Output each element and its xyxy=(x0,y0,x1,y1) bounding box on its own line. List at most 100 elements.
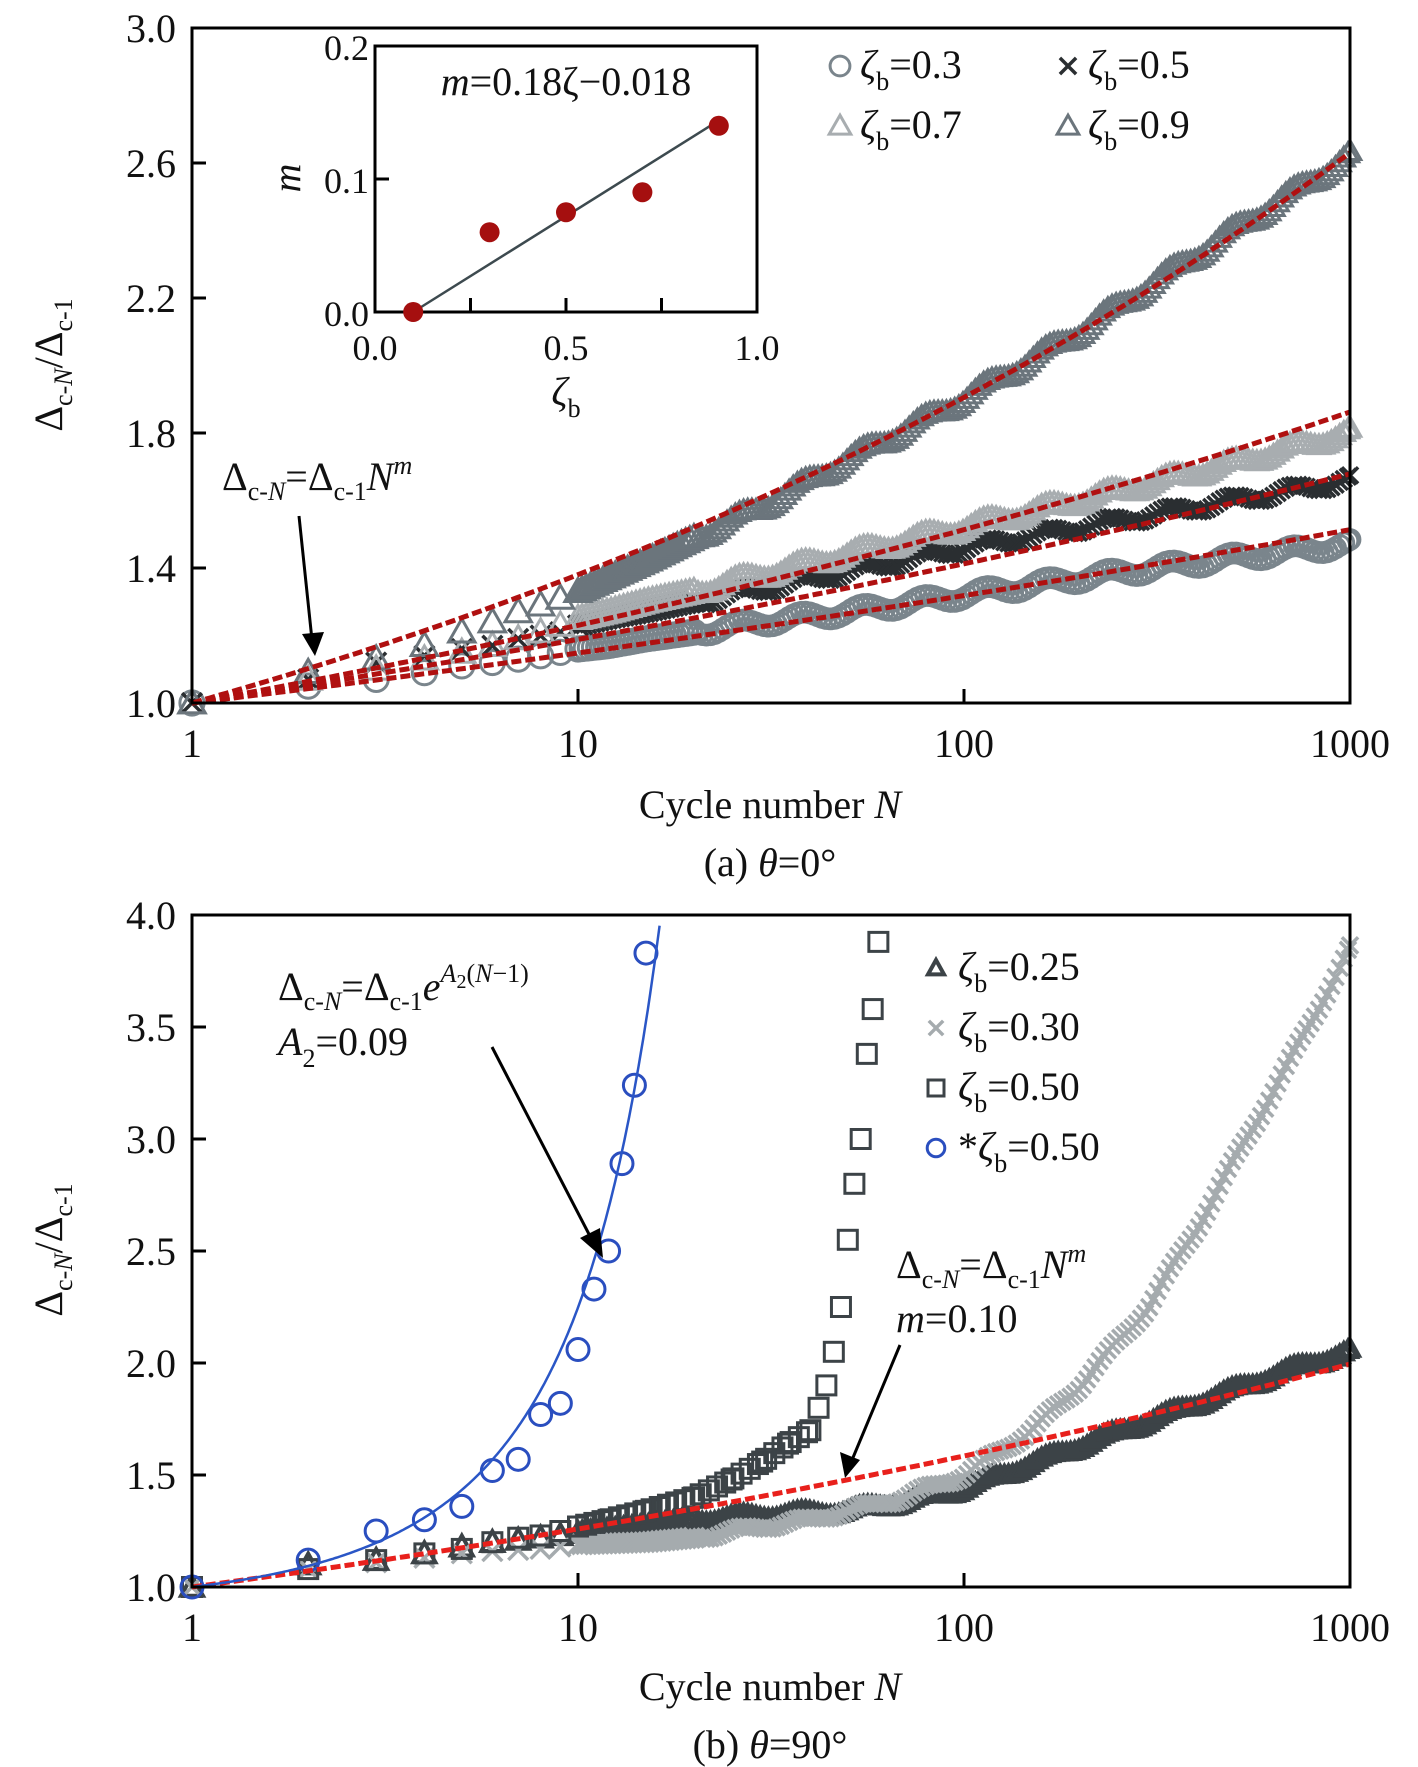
y-title-sub-c: c- xyxy=(49,386,78,406)
data-point xyxy=(1326,421,1354,446)
y-tick-label: 3.5 xyxy=(126,1005,176,1050)
bexp-sub-N: N xyxy=(323,987,343,1016)
fit-curve-1 xyxy=(191,925,661,1589)
ann-sub-c: c- xyxy=(248,477,268,506)
data-point xyxy=(705,515,733,540)
data-point-stroke-2 xyxy=(529,1537,552,1561)
data-point xyxy=(1326,967,1345,987)
x-tick-label: 1000 xyxy=(1310,721,1390,766)
panel-b-caption: (b) θ=90° xyxy=(693,1722,848,1767)
data-point-stroke-2 xyxy=(1230,486,1250,506)
data-point xyxy=(502,595,534,624)
bexp-sub-c1: c-1 xyxy=(390,987,423,1016)
data-point xyxy=(411,1507,437,1533)
data-point xyxy=(701,519,728,543)
legend-marker xyxy=(925,1137,947,1159)
y-tick-label: 1.4 xyxy=(126,546,176,591)
data-point xyxy=(528,1402,554,1428)
panel-b-data-marks xyxy=(177,930,1363,1600)
caption-a-prefix: (a) xyxy=(704,840,758,885)
data-point xyxy=(1206,451,1233,475)
data-point xyxy=(836,1228,859,1251)
legend-marker xyxy=(1054,112,1082,136)
y-tick-label: 2.5 xyxy=(126,1229,176,1274)
inset-data-point xyxy=(479,222,500,243)
annotation-A2: A2=0.09 xyxy=(275,1019,408,1073)
inset-y-tick-label: 0.2 xyxy=(324,28,369,68)
data-point xyxy=(861,998,884,1021)
legend-item-2: ζb=0.7 xyxy=(826,102,962,156)
bpow-sup-m: m xyxy=(1067,1239,1086,1268)
bexp-sub-c: c- xyxy=(304,987,324,1016)
data-point-stroke-2 xyxy=(1293,476,1312,495)
panel-b-ticks: 1.0 1.5 2.0 2.5 3.0 3.5 4.0 1 10 100 1000 xyxy=(126,893,1390,1650)
legend-label: ζb=0.5 xyxy=(1088,42,1190,96)
bexp-sup-A: A xyxy=(439,959,457,988)
panel-b-fit-curves xyxy=(191,925,1351,1590)
panel-a-fit-curves xyxy=(191,150,1352,706)
yb-title-sub-c1: c-1 xyxy=(49,1183,78,1216)
inset-data-point xyxy=(556,202,576,223)
bexp-sup-rest: −1) xyxy=(492,959,528,988)
data-point xyxy=(505,1446,531,1472)
data-point-stroke-2 xyxy=(986,530,1006,549)
annotation-arrow-head xyxy=(302,632,324,656)
caption-a-theta: θ xyxy=(758,840,778,885)
ann-delta: Δ xyxy=(222,454,248,499)
legend-marker xyxy=(926,1078,946,1098)
legend-label: ζb=0.30 xyxy=(958,1004,1080,1058)
bA2-sub2: 2 xyxy=(302,1044,315,1073)
legend-b-item-3: *ζb=0.50 xyxy=(925,1124,1100,1178)
data-point xyxy=(796,1421,819,1444)
caption-b-value: =90° xyxy=(769,1722,848,1767)
inset-x-sub-b: b xyxy=(568,394,581,423)
inset-x-tick-label: 0.5 xyxy=(544,328,589,368)
inset-marks xyxy=(403,115,729,322)
panel-a-legend: ζb=0.3 ζb=0.5 ζb=0.7 ζb=0.9 xyxy=(826,42,1190,156)
annotation-power-law-b: Δc-N=Δc-1Nm xyxy=(896,1239,1086,1294)
svg-text:Δc-N/Δc-1: Δc-N/Δc-1 xyxy=(26,298,78,431)
panel-b-legend: ζb=0.25 ζb=0.30 ζb=0.50 *ζb=0.50 xyxy=(924,944,1100,1178)
panel-a-plot-frame xyxy=(190,26,1352,705)
yb-title-delta-1: Δ xyxy=(26,1291,71,1317)
y-tick-label: 2.2 xyxy=(126,276,176,321)
caption-b-theta: θ xyxy=(749,1722,769,1767)
annotation-arrow-line xyxy=(297,515,314,641)
panel-a-caption: (a) θ=0° xyxy=(704,840,837,885)
legend-label: ζb=0.7 xyxy=(860,102,962,156)
data-point xyxy=(524,615,557,644)
legend-label: ζb=0.50 xyxy=(958,1064,1080,1118)
data-point-stroke-2 xyxy=(1326,967,1345,987)
data-point xyxy=(446,615,478,644)
data-point xyxy=(692,523,720,547)
series-3 xyxy=(179,940,659,1600)
fit-curve-2 xyxy=(191,409,1351,706)
panel-b-x-axis-title: Cycle number N xyxy=(639,1664,904,1709)
fit-curve-0 xyxy=(191,1361,1351,1590)
legend-marker xyxy=(924,955,948,977)
legend-marker xyxy=(1058,56,1078,76)
data-point xyxy=(807,1396,830,1419)
bA2-A: A xyxy=(275,1019,303,1064)
data-point xyxy=(507,1538,530,1562)
panel-b-y-axis-title: Δc-N/Δc-1 xyxy=(26,1183,78,1316)
annotation-power-law: Δc-N=Δc-1Nm xyxy=(222,451,412,506)
bpow-delta: Δ xyxy=(896,1242,922,1287)
panel-a-data-marks xyxy=(176,137,1364,717)
data-point xyxy=(867,930,890,953)
panel-b-plot-frame xyxy=(190,913,1352,1589)
data-point xyxy=(529,1537,552,1561)
inset-equation: m=0.18ζ−0.018 xyxy=(441,59,692,104)
ann-eq: = xyxy=(285,454,308,499)
bexp-delta-2: Δ xyxy=(364,964,390,1009)
legend-label: ζb=0.3 xyxy=(860,42,962,96)
data-point xyxy=(476,605,509,634)
fit-curve-1 xyxy=(191,471,1351,706)
inset-y-tick-label: 0.1 xyxy=(324,161,369,201)
x-title-text: Cycle number xyxy=(639,782,875,827)
bexp-sup-2: 2 xyxy=(456,971,466,993)
data-point xyxy=(524,588,557,617)
legend-label: ζb=0.25 xyxy=(958,944,1080,998)
bpow-delta-2: Δ xyxy=(982,1242,1008,1287)
series-2 xyxy=(181,930,890,1598)
